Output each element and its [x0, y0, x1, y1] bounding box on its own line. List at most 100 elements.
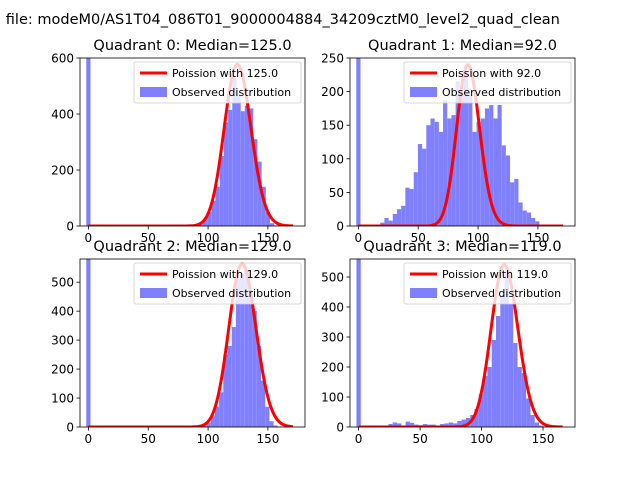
x-tick-label: 50 [141, 432, 156, 446]
plot-area [356, 259, 563, 427]
y-tick-label: 600 [51, 52, 74, 66]
bar-observed [261, 380, 266, 427]
y-tick-label: 400 [51, 108, 74, 122]
bar-observed [227, 345, 232, 427]
bar-observed [273, 425, 278, 427]
bar-observed [480, 118, 485, 226]
x-tick-label: 100 [197, 231, 220, 245]
bar-observed [249, 108, 254, 226]
bar-observed [269, 421, 274, 427]
x-tick-label: 0 [355, 231, 363, 245]
bar-zero-bin [86, 58, 91, 226]
x-tick-label: 0 [85, 231, 93, 245]
legend-box [403, 262, 572, 305]
bar-observed [405, 187, 410, 226]
bar-observed [463, 71, 469, 226]
bar-observed [244, 105, 250, 226]
subplot-title: Quadrant 3: Median=119.0 [363, 239, 561, 255]
bar-observed [214, 406, 220, 427]
bar-observed [236, 94, 241, 226]
legend-swatch-observed [140, 288, 167, 298]
legend-swatch-observed [410, 288, 437, 298]
bar-observed [514, 178, 519, 226]
legend-label-observed: Observed distribution [442, 287, 561, 300]
bar-observed [472, 131, 477, 226]
bar-observed [257, 161, 262, 226]
bar-observed [444, 423, 449, 427]
y-tick-label: 200 [51, 363, 74, 377]
bar-observed [517, 367, 522, 427]
y-tick-label: 200 [321, 361, 344, 375]
y-tick-label: 0 [336, 421, 344, 435]
subplot-quadrant-1: 0 50 100 150 0 50 100 150 200 250 Quadrant 1: Medi… [321, 38, 576, 245]
bar-observed [256, 345, 262, 427]
bar-observed [244, 270, 249, 427]
bar-observed [240, 111, 245, 226]
y-tick-label: 100 [51, 392, 74, 406]
bar-observed [397, 423, 402, 427]
subplot-title: Quadrant 2: Median=129.0 [93, 239, 291, 255]
y-tick-label: 100 [321, 152, 344, 166]
bar-observed [210, 415, 215, 427]
y-tick-label: 150 [321, 119, 344, 133]
legend-label-poisson: Poission with 119.0 [442, 268, 548, 281]
y-tick-label: 400 [321, 301, 344, 315]
bar-observed [202, 219, 208, 226]
x-tick-label: 150 [256, 231, 279, 245]
bar-observed [223, 122, 229, 226]
bar-observed [426, 125, 431, 226]
bar-observed [510, 182, 515, 226]
legend-box [403, 61, 572, 104]
bar-zero-bin [356, 58, 361, 226]
bar-observed [457, 421, 462, 427]
bar-observed [530, 415, 535, 427]
bar-observed [526, 212, 532, 226]
bar-observed [388, 220, 393, 226]
axes-frame [349, 57, 576, 227]
bar-observed [430, 118, 435, 226]
bar-observed [443, 100, 448, 226]
bar-observed [261, 186, 266, 226]
bar-observed [269, 223, 275, 226]
bar-observed [413, 172, 418, 226]
legend: Poission with 129.0 Observed distribution [133, 262, 302, 305]
plot-area [356, 58, 564, 226]
legend-box [133, 262, 302, 305]
bar-observed [500, 295, 505, 427]
bar-observed [265, 212, 270, 226]
y-tick-label: 500 [321, 271, 344, 285]
bar-observed [392, 213, 397, 226]
bar-observed [487, 367, 492, 427]
x-tick-label: 150 [532, 432, 555, 446]
x-tick-label: 0 [355, 432, 363, 446]
bar-observed [535, 221, 540, 226]
legend-label-observed: Observed distribution [442, 86, 561, 99]
bar-observed [478, 394, 484, 427]
bar-observed [231, 327, 236, 427]
bar-observed [409, 189, 414, 226]
bar-observed [452, 423, 458, 427]
figure-suptitle: n file: modeM0/AS1T04_086T01_9000004884_… [0, 12, 560, 28]
y-tick-label: 200 [51, 164, 74, 178]
bar-observed [522, 210, 527, 226]
bar-observed [223, 354, 228, 427]
subplot-quadrant-3: 0 50 100 150 0 100 200 300 400 500 Quadrant 3: Med… [321, 239, 576, 446]
x-tick-label: 100 [467, 231, 490, 245]
x-tick-label: 150 [256, 432, 279, 446]
y-tick-label: 50 [329, 186, 344, 200]
bar-observed [483, 376, 488, 427]
bar-observed [384, 217, 389, 226]
bar-observed [207, 212, 212, 226]
bar-observed [531, 217, 536, 226]
x-tick-label: 100 [197, 432, 220, 446]
bar-observed [521, 373, 527, 427]
legend-label-poisson: Poission with 125.0 [172, 67, 278, 80]
subplot-quadrant-2: 0 50 100 150 0 100 200 300 400 500 Quadrant 2: Med… [51, 239, 306, 446]
bar-observed [401, 205, 406, 226]
bar-observed [493, 118, 498, 226]
y-tick-label: 300 [51, 334, 74, 348]
bar-observed [422, 148, 427, 226]
legend-swatch-observed [140, 87, 167, 97]
legend-label-observed: Observed distribution [172, 86, 291, 99]
poisson-line [358, 263, 563, 427]
